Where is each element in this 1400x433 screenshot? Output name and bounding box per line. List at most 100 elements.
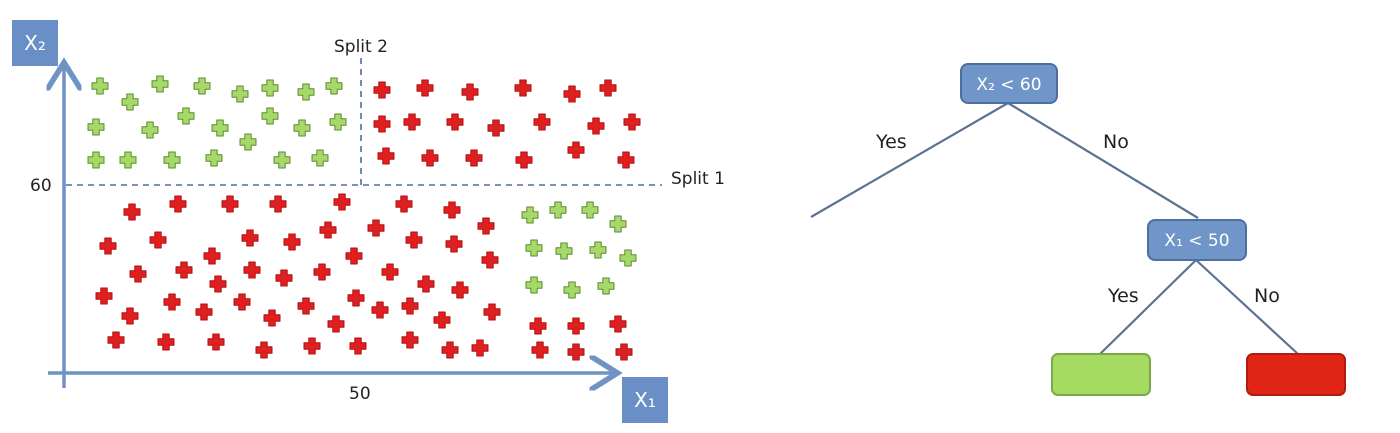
red-plus-marker <box>609 315 627 333</box>
red-plus-marker <box>483 303 501 321</box>
red-plus-marker <box>149 231 167 249</box>
red-plus-marker <box>531 341 549 359</box>
green-plus-marker <box>589 241 607 259</box>
red-plus-marker <box>477 217 495 235</box>
red-plus-marker <box>347 289 365 307</box>
red-plus-marker <box>401 297 419 315</box>
red-plus-marker <box>157 333 175 351</box>
red-plus-marker <box>297 297 315 315</box>
red-plus-marker <box>405 231 423 249</box>
red-plus-marker <box>451 281 469 299</box>
red-plus-marker <box>567 317 585 335</box>
red-plus-marker <box>333 193 351 211</box>
red-plus-marker <box>209 275 227 293</box>
red-plus-marker <box>303 337 321 355</box>
green-plus-marker <box>163 151 181 169</box>
child-node: X₁ < 50 <box>1147 219 1247 261</box>
y-axis-label: X₂ <box>24 31 46 55</box>
green-plus-marker <box>521 206 539 224</box>
red-plus-marker <box>445 235 463 253</box>
green-plus-marker <box>297 83 315 101</box>
leaf-red <box>1246 353 1346 396</box>
green-plus-marker <box>549 201 567 219</box>
red-plus-marker <box>567 343 585 361</box>
green-plus-marker <box>555 242 573 260</box>
red-plus-marker <box>487 119 505 137</box>
red-plus-marker <box>233 293 251 311</box>
green-plus-marker <box>261 107 279 125</box>
child-yes-branch <box>1099 259 1197 355</box>
red-plus-marker <box>367 219 385 237</box>
red-plus-marker <box>617 151 635 169</box>
red-plus-marker <box>221 195 239 213</box>
root-yes-label: Yes <box>875 131 907 153</box>
red-plus-marker <box>283 233 301 251</box>
red-plus-marker <box>373 115 391 133</box>
red-plus-marker <box>163 293 181 311</box>
red-plus-marker <box>401 331 419 349</box>
green-plus-marker <box>87 151 105 169</box>
red-plus-marker <box>615 343 633 361</box>
red-plus-marker <box>373 81 391 99</box>
green-plus-marker <box>619 249 637 267</box>
red-plus-marker <box>481 251 499 269</box>
green-plus-marker <box>597 277 615 295</box>
green-plus-marker <box>261 79 279 97</box>
y-tick-60: 60 <box>30 176 52 196</box>
green-plus-marker <box>193 77 211 95</box>
red-plus-marker <box>371 301 389 319</box>
scatter-points <box>87 75 641 361</box>
green-plus-marker <box>581 201 599 219</box>
red-plus-marker <box>313 263 331 281</box>
red-plus-marker <box>433 311 451 329</box>
red-plus-marker <box>269 195 287 213</box>
root-condition: X₂ < 60 <box>976 75 1041 95</box>
green-plus-marker <box>211 119 229 137</box>
green-plus-marker <box>273 151 291 169</box>
red-plus-marker <box>403 113 421 131</box>
green-plus-marker <box>609 215 627 233</box>
red-plus-marker <box>319 221 337 239</box>
leaf-green <box>1051 353 1151 396</box>
red-plus-marker <box>169 195 187 213</box>
root-no-branch <box>1007 102 1199 219</box>
green-plus-marker <box>525 276 543 294</box>
red-plus-marker <box>563 85 581 103</box>
y-axis-label-box: X₂ <box>12 20 58 66</box>
red-plus-marker <box>441 341 459 359</box>
decision-tree-panel: X₂ < 60 X₁ < 50 Yes No Yes No <box>810 63 1346 396</box>
red-plus-marker <box>533 113 551 131</box>
red-plus-marker <box>275 269 293 287</box>
red-plus-marker <box>443 201 461 219</box>
red-plus-marker <box>241 229 259 247</box>
red-plus-marker <box>345 247 363 265</box>
red-plus-marker <box>349 337 367 355</box>
red-plus-marker <box>599 79 617 97</box>
red-plus-marker <box>243 261 261 279</box>
green-plus-marker <box>311 149 329 167</box>
red-plus-marker <box>567 141 585 159</box>
red-plus-marker <box>515 151 533 169</box>
red-plus-marker <box>255 341 273 359</box>
root-yes-branch <box>810 102 1009 218</box>
green-plus-marker <box>239 133 257 151</box>
child-no-branch <box>1195 259 1299 355</box>
red-plus-marker <box>175 261 193 279</box>
green-plus-marker <box>119 151 137 169</box>
red-plus-marker <box>207 333 225 351</box>
red-plus-marker <box>395 195 413 213</box>
red-plus-marker <box>99 237 117 255</box>
green-plus-marker <box>293 119 311 137</box>
red-plus-marker <box>377 147 395 165</box>
red-plus-marker <box>107 331 125 349</box>
root-no-label: No <box>1103 131 1129 153</box>
split-1-label: Split 1 <box>671 169 725 189</box>
root-node: X₂ < 60 <box>960 63 1058 104</box>
green-plus-marker <box>177 107 195 125</box>
green-plus-marker <box>563 281 581 299</box>
red-plus-marker <box>95 287 113 305</box>
red-plus-marker <box>263 309 281 327</box>
red-plus-marker <box>381 263 399 281</box>
red-plus-marker <box>421 149 439 167</box>
green-plus-marker <box>151 75 169 93</box>
